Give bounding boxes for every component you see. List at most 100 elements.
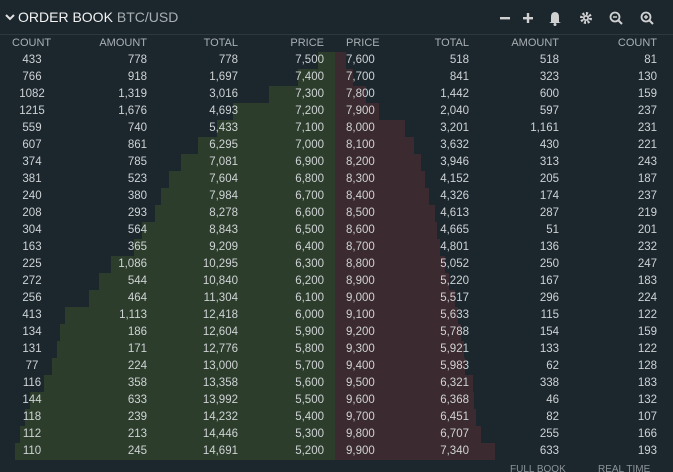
total-cell: 4,613 <box>440 207 469 219</box>
column-header-total: TOTAL <box>434 37 469 49</box>
total-cell: 8,843 <box>209 224 238 236</box>
count-cell: 183 <box>637 275 657 287</box>
count-cell: 112 <box>22 428 42 440</box>
full-book-toggle[interactable]: FULL BOOK <box>510 464 566 472</box>
bid-depth-bar <box>51 358 335 375</box>
count-cell: 374 <box>22 156 42 168</box>
bid-depth-bar <box>56 341 335 358</box>
amount-cell: 250 <box>539 258 559 270</box>
bid-depth-bar <box>64 307 335 324</box>
count-cell: 134 <box>22 326 42 338</box>
total-cell: 6,321 <box>440 377 469 389</box>
count-cell: 159 <box>637 88 657 100</box>
count-cell: 122 <box>637 343 657 355</box>
count-cell: 159 <box>637 326 657 338</box>
amount-cell: 171 <box>127 343 147 355</box>
collapse-chevron[interactable] <box>4 11 16 23</box>
total-cell: 13,000 <box>202 360 238 372</box>
bid-depth-bar <box>20 426 335 443</box>
zoom-minus[interactable] <box>500 17 510 20</box>
real-time-toggle[interactable]: REAL TIME <box>598 464 651 472</box>
price-cell: 6,200 <box>295 275 324 287</box>
price-cell: 9,900 <box>346 445 375 457</box>
count-cell: 231 <box>637 122 657 134</box>
amount-cell: 62 <box>546 360 559 372</box>
alerts-bell[interactable] <box>549 12 561 26</box>
count-cell: 183 <box>637 377 657 389</box>
count-cell: 224 <box>637 292 657 304</box>
bid-depth-bar <box>216 120 335 137</box>
amount-cell: 245 <box>127 445 147 457</box>
amount-cell: 380 <box>127 190 147 202</box>
amount-cell: 464 <box>127 292 147 304</box>
amount-cell: 46 <box>546 394 559 406</box>
amount-cell: 1,319 <box>118 88 147 100</box>
bid-depth-bar <box>269 86 335 103</box>
ask-depth-bar <box>335 137 415 154</box>
amount-cell: 115 <box>540 309 559 321</box>
price-cell: 6,100 <box>295 292 324 304</box>
column-header-price: PRICE <box>346 37 380 49</box>
amount-cell: 82 <box>546 411 559 423</box>
zoom-plus[interactable] <box>523 13 533 23</box>
bid-depth-bar <box>232 103 335 120</box>
column-header-amount: AMOUNT <box>511 37 559 49</box>
price-cell: 5,500 <box>295 394 324 406</box>
bid-depth-bar <box>15 443 335 460</box>
price-cell: 9,000 <box>346 292 375 304</box>
amount-cell: 313 <box>539 156 559 168</box>
ask-depth-bar <box>335 324 462 341</box>
ask-depth-bar <box>335 375 473 392</box>
total-cell: 10,295 <box>202 258 238 270</box>
price-cell: 6,600 <box>295 207 324 219</box>
count-cell: 193 <box>637 445 657 457</box>
zoom-out[interactable] <box>609 11 623 25</box>
count-cell: 110 <box>22 445 42 457</box>
ask-depth-bar <box>335 443 495 460</box>
price-cell: 7,000 <box>295 139 324 151</box>
amount-cell: 633 <box>539 445 559 457</box>
amount-cell: 365 <box>127 241 147 253</box>
bid-depth-bar <box>30 392 335 409</box>
ask-depth-bar <box>335 239 440 256</box>
amount-cell: 544 <box>127 275 147 287</box>
settings-gear[interactable] <box>580 12 592 24</box>
bid-depth-bar <box>134 239 335 256</box>
ask-depth-bar <box>335 273 449 290</box>
amount-cell: 1,676 <box>118 105 147 117</box>
zoom-in[interactable] <box>640 11 654 25</box>
ask-depth-bar <box>335 69 354 86</box>
bid-depth-bar <box>169 171 335 188</box>
price-cell: 7,900 <box>346 105 375 117</box>
price-cell: 5,800 <box>295 343 324 355</box>
amount-cell: 600 <box>539 88 559 100</box>
price-cell: 9,300 <box>346 343 375 355</box>
bid-depth-bar <box>60 324 335 341</box>
ask-depth-bar <box>335 341 464 358</box>
column-header-count: COUNT <box>617 37 657 49</box>
ask-depth-bar <box>335 188 430 205</box>
total-cell: 4,801 <box>440 241 469 253</box>
total-cell: 12,604 <box>202 326 238 338</box>
count-cell: 107 <box>637 411 657 423</box>
count-cell: 116 <box>22 377 42 389</box>
ask-depth-bar <box>335 120 405 137</box>
count-cell: 225 <box>22 258 42 270</box>
ask-depth-bar <box>335 222 437 239</box>
price-cell: 9,200 <box>346 326 375 338</box>
price-cell: 7,100 <box>295 122 324 134</box>
total-cell: 5,921 <box>440 343 469 355</box>
amount-cell: 174 <box>539 190 559 202</box>
total-cell: 7,340 <box>440 445 469 457</box>
total-cell: 6,707 <box>440 428 469 440</box>
total-cell: 2,040 <box>440 105 469 117</box>
count-cell: 163 <box>22 241 42 253</box>
price-cell: 6,700 <box>295 190 324 202</box>
price-cell: 8,000 <box>346 122 375 134</box>
count-cell: 240 <box>22 190 42 202</box>
amount-cell: 293 <box>127 207 147 219</box>
count-cell: 232 <box>637 241 657 253</box>
total-cell: 4,326 <box>440 190 469 202</box>
ask-depth-bar <box>335 409 476 426</box>
total-cell: 3,946 <box>440 156 469 168</box>
